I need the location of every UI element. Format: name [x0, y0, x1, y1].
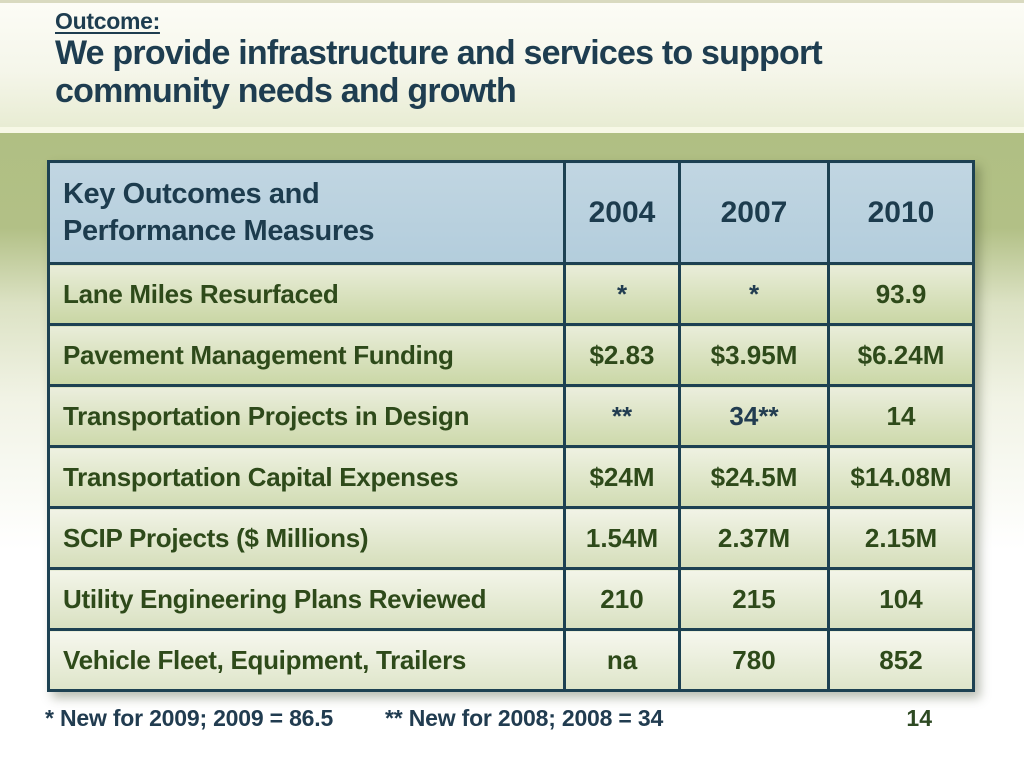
table-cell-value: 210 — [563, 567, 681, 631]
table-cell-value: 215 — [678, 567, 830, 631]
table-row-label: Utility Engineering Plans Reviewed — [47, 567, 566, 631]
table-cell-value: 2.15M — [827, 506, 975, 570]
table-cell-value: * — [678, 262, 830, 326]
page-number: 14 — [906, 705, 932, 731]
table-cell-value: 34** — [678, 384, 830, 448]
table-cell-value: $24M — [563, 445, 681, 509]
table-header-row: Key Outcomes and Performance Measures 20… — [47, 160, 975, 265]
slide-body: Key Outcomes and Performance Measures 20… — [0, 133, 1024, 765]
table-cell-value: $14.08M — [827, 445, 975, 509]
table-cell-value: 93.9 — [827, 262, 975, 326]
table-row: Transportation Capital Expenses $24M $24… — [47, 445, 975, 509]
header-divider — [0, 127, 1024, 133]
table-cell-value: $2.83 — [563, 323, 681, 387]
table-cell-value: na — [563, 628, 681, 692]
table-row: Lane Miles Resurfaced * * 93.9 — [47, 262, 975, 326]
table-cell-value: $24.5M — [678, 445, 830, 509]
table-header-year-2004: 2004 — [563, 160, 681, 265]
slide-title-line-1: We provide infrastructure and services t… — [55, 34, 823, 73]
table-row-label: Transportation Projects in Design — [47, 384, 566, 448]
table-row-label: Lane Miles Resurfaced — [47, 262, 566, 326]
table-row: Utility Engineering Plans Reviewed 210 2… — [47, 567, 975, 631]
table-cell-value: ** — [563, 384, 681, 448]
table-header-label: Key Outcomes and Performance Measures — [47, 160, 566, 265]
table-cell-value: 780 — [678, 628, 830, 692]
table-cell-value: 852 — [827, 628, 975, 692]
table-cell-value: 104 — [827, 567, 975, 631]
table-header-year-2007: 2007 — [678, 160, 830, 265]
slide-header: Outcome: We provide infrastructure and s… — [0, 0, 1024, 127]
table-row-label: Pavement Management Funding — [47, 323, 566, 387]
slide-footer: * New for 2009; 2009 = 86.5 ** New for 2… — [45, 705, 932, 732]
table-row-label: SCIP Projects ($ Millions) — [47, 506, 566, 570]
table-cell-value: * — [563, 262, 681, 326]
table-row: Pavement Management Funding $2.83 $3.95M… — [47, 323, 975, 387]
table-row: Transportation Projects in Design ** 34*… — [47, 384, 975, 448]
table-cell-value: 1.54M — [563, 506, 681, 570]
footnote-double-asterisk: ** New for 2008; 2008 = 34 — [385, 705, 664, 731]
slide-title-line-2: community needs and growth — [55, 72, 517, 111]
table-row: Vehicle Fleet, Equipment, Trailers na 78… — [47, 628, 975, 692]
table-row: SCIP Projects ($ Millions) 1.54M 2.37M 2… — [47, 506, 975, 570]
table-cell-value: 2.37M — [678, 506, 830, 570]
table-cell-value: 14 — [827, 384, 975, 448]
slide-kicker: Outcome: — [55, 8, 160, 34]
footnote-asterisk: * New for 2009; 2009 = 86.5 — [45, 705, 334, 731]
table-cell-value: $3.95M — [678, 323, 830, 387]
table-cell-value: $6.24M — [827, 323, 975, 387]
table-header-year-2010: 2010 — [827, 160, 975, 265]
table-row-label: Transportation Capital Expenses — [47, 445, 566, 509]
performance-table: Key Outcomes and Performance Measures 20… — [47, 160, 975, 692]
table-row-label: Vehicle Fleet, Equipment, Trailers — [47, 628, 566, 692]
